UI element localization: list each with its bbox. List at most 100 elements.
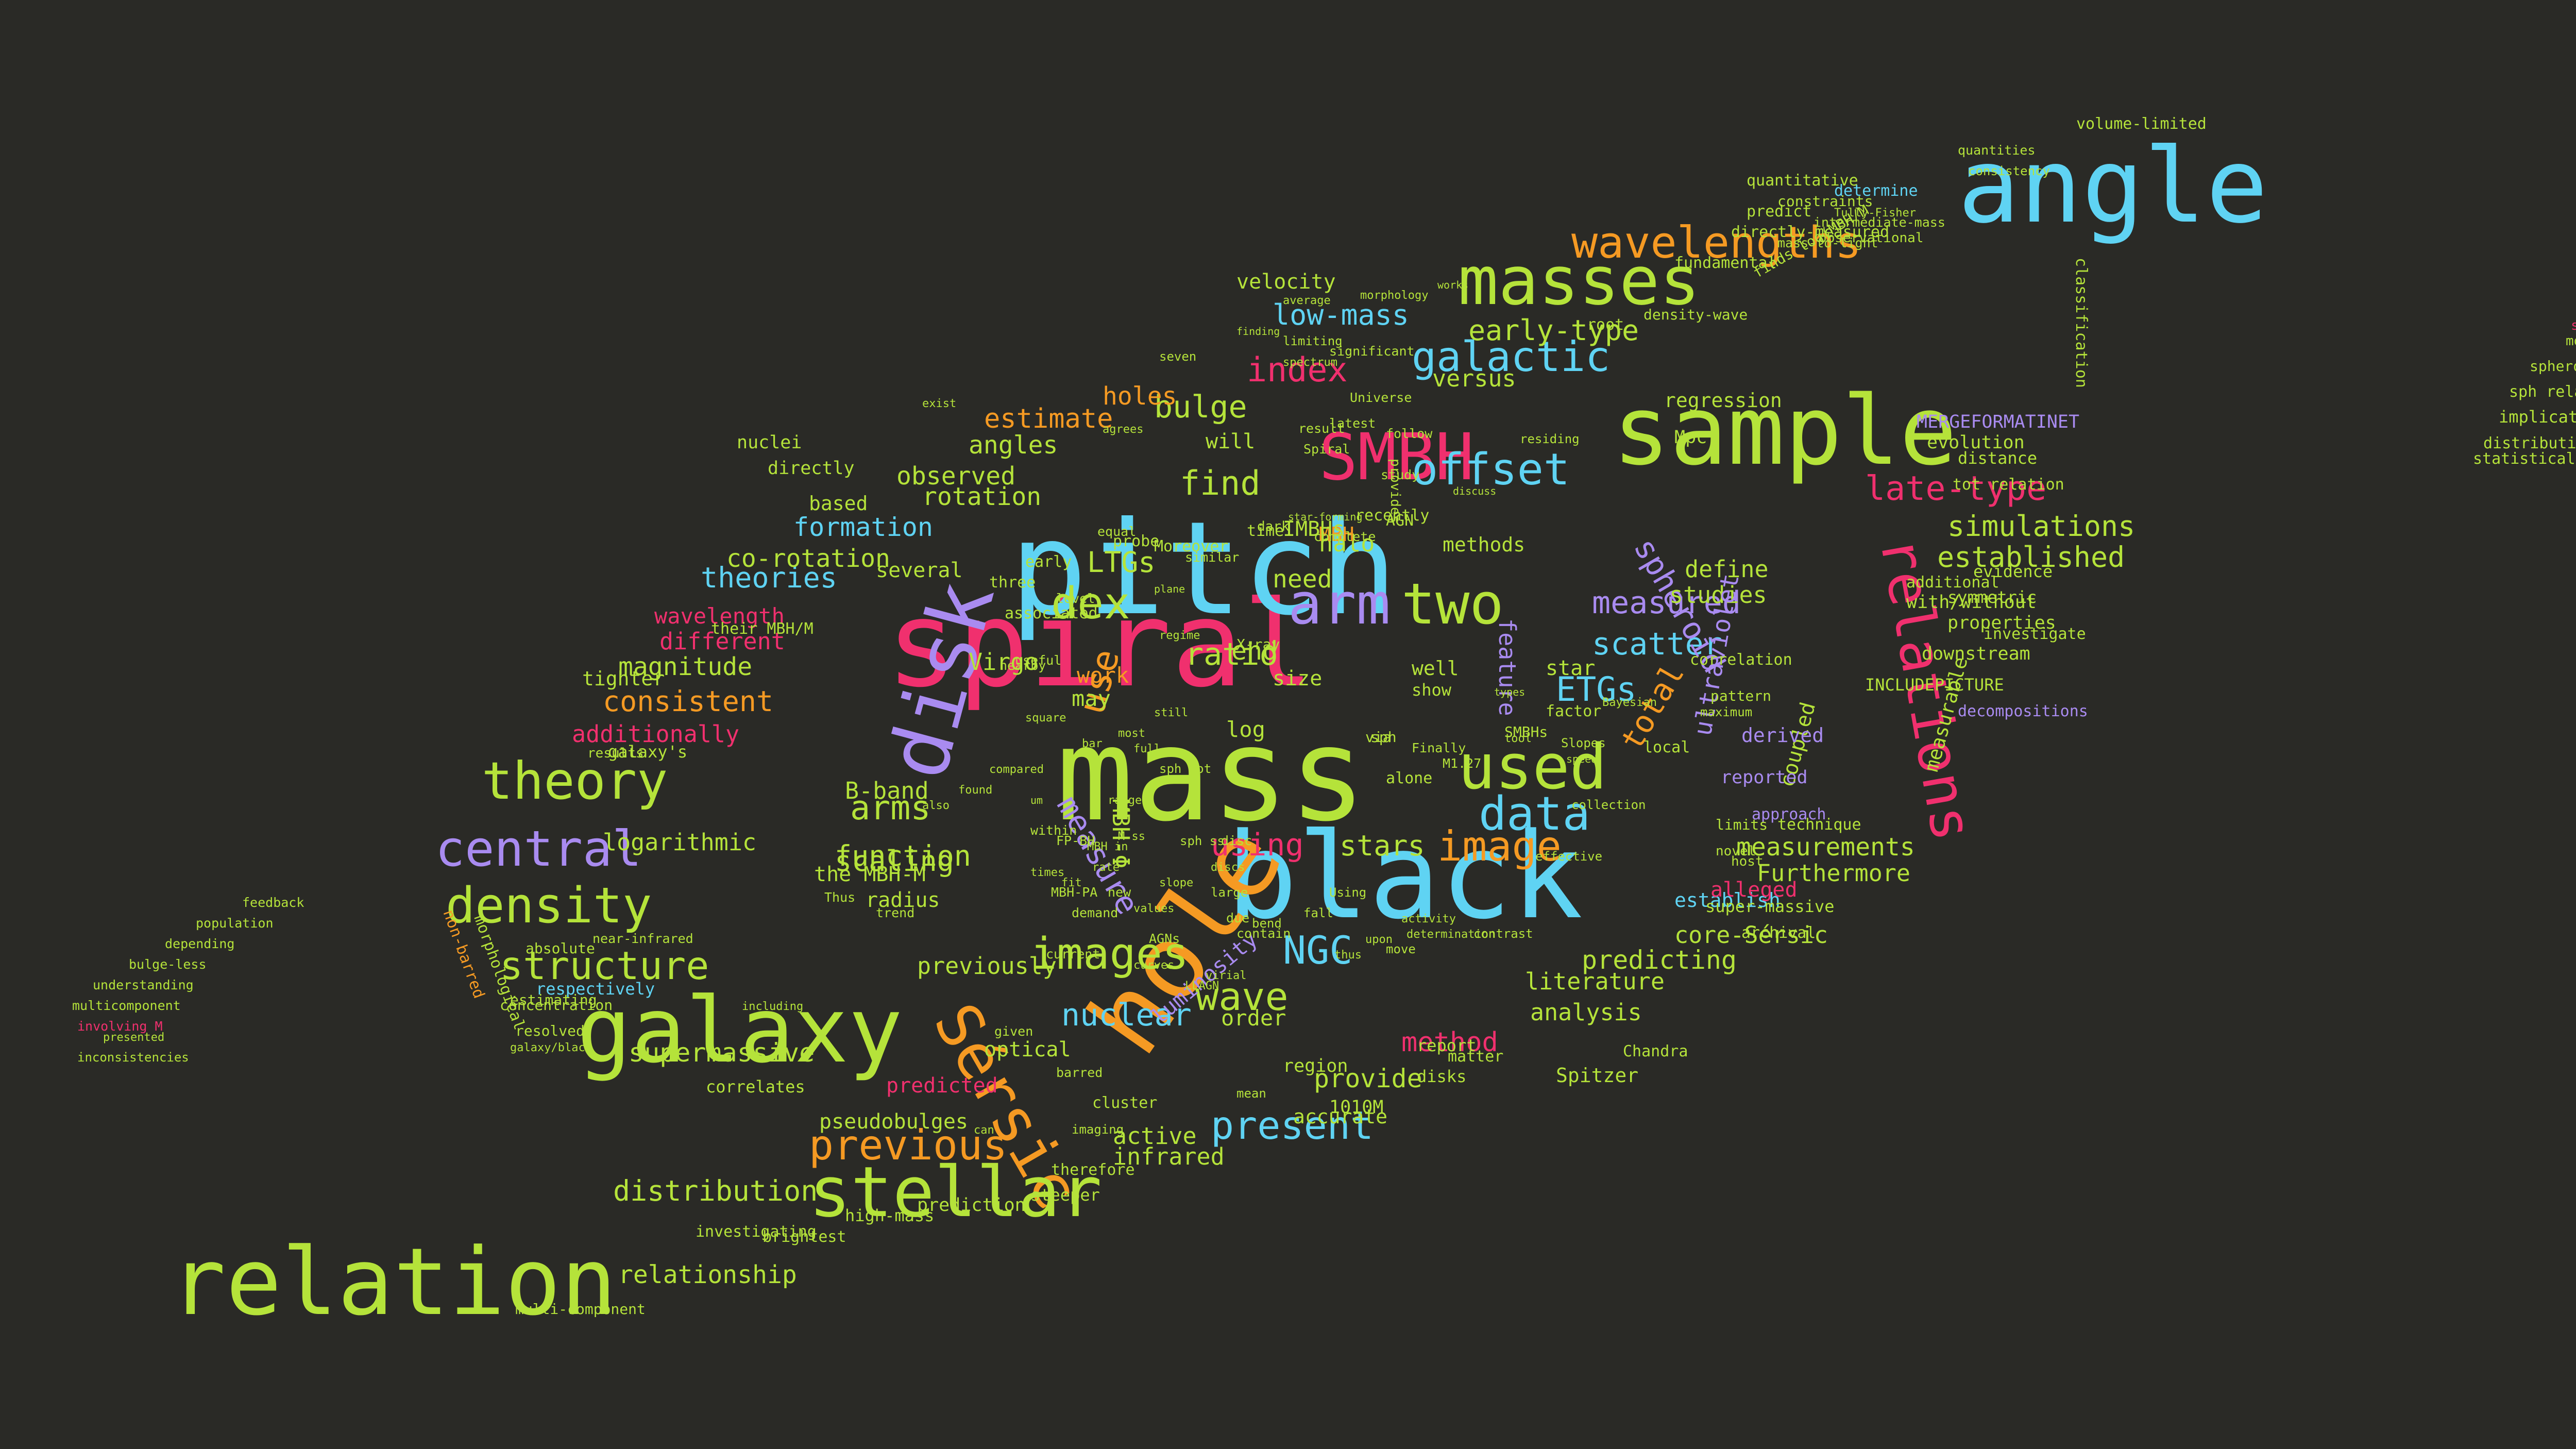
word-intermediate-mass: intermediate-mass [1814,215,1945,230]
word-determination: determination [1406,928,1495,941]
word-spectrum: spectrum [1283,356,1337,369]
word-structure: structure [500,943,709,988]
word-due: due [1226,911,1249,925]
word-virial: virial [1206,969,1246,982]
word-demand: demand [1072,905,1118,920]
word-furthermore: Furthermore [1757,860,1910,887]
word-determine: determine [1834,182,1918,200]
word-the-mbh-m: the MBH-M [814,863,926,886]
word-used: used [1458,732,1607,803]
word-established: established [1937,541,2125,574]
word-two: two [1401,571,1504,637]
word-properties: properties [1947,613,2056,633]
word-decompositions: decompositions [1958,702,2088,720]
word-evidence: evidence [1973,562,2053,581]
word-works: works [1437,279,1468,291]
word-technique: technique [1777,816,1861,834]
word-also: also [922,799,950,812]
word-feature: feature [1494,618,1521,716]
word-observational: observational [1819,230,1924,246]
word-large: large [1211,885,1248,900]
word-mass: mass [1056,700,1366,850]
word-disc: disc [1221,833,1252,848]
word-bar: bar [1082,737,1103,750]
word-directly-measured: directly-measured [1731,223,1889,241]
word-population: population [196,916,274,931]
word-fundamental: fundamental [1674,254,1777,272]
word-images: images [1030,929,1189,980]
word-inconsistencies: inconsistencies [77,1050,189,1065]
word-galaxy-black: galaxy/black [510,1041,592,1054]
word-work: work [1077,663,1129,688]
word-galaxy-s: galaxy's [608,742,687,762]
word-multi-component: multi-component [515,1301,646,1318]
word-dex: dex [1051,578,1130,629]
word-angle: angle [1958,126,2268,246]
word-alleged: alleged [1710,878,1798,902]
word-log: log [1226,717,1265,742]
word-low-mass: low-mass [1273,298,1409,331]
word-feedback: feedback [242,895,304,910]
word-density: density [446,878,652,934]
word-investigate: investigate [1984,625,2086,643]
word-constraints: constraints [1777,193,1873,210]
word-fall: fall [1303,906,1333,920]
word-halo: halo [1319,530,1375,557]
word-measured: measured [1592,585,1741,621]
word-curves: curves [1133,959,1174,972]
word-predicting: predicting [1582,945,1737,975]
word-moreover: Moreover [1154,537,1229,555]
word-new: new [1108,885,1131,900]
word-significant: significant [1329,344,1415,359]
word-results: results [587,746,644,761]
word-size: size [1273,667,1322,690]
word-associated: associated [1005,604,1098,622]
word-contrast: contrast [1473,926,1533,941]
word-optical: optical [984,1038,1071,1062]
word-collection: collection [1571,798,1646,812]
word-regression: regression [1664,389,1782,412]
word-effective: effective [1535,849,1602,864]
word-stars: stars [1340,829,1425,862]
word-mbh: MBH-Φ [1107,799,1134,868]
word-maximum: maximum [1700,705,1752,719]
word-report: report [1417,1036,1477,1055]
word-density-wave: density-wave [1643,306,1748,323]
word-absolute: absolute [526,940,595,957]
word-with-without: with/without [1906,592,2037,613]
word-seven: seven [1159,349,1196,364]
word-can: can [974,1124,994,1137]
word-square: square [1025,712,1066,724]
word-plane: plane [1154,583,1185,595]
word-result: result [1298,421,1345,436]
word-m1-27: M1.27 [1443,756,1481,771]
word-residing: residing [1520,432,1580,446]
word-distribution: distribution [613,1174,818,1207]
word-depending: depending [165,936,234,951]
word-symmetric: symmetric [1947,587,2037,607]
word-versus: versus [1432,365,1516,392]
word-ratio: ratio [1185,636,1278,672]
word-rotation: rotation [922,482,1041,511]
word-previously: previously [917,952,1057,980]
word-given: given [994,1024,1033,1039]
word-root: root [1587,316,1624,334]
word-near-infrared: near-infrared [592,931,693,946]
word-ngc: NGC [1283,928,1352,973]
word-relation: relation [170,1228,617,1336]
word-radius: radius [866,888,940,912]
word-agns: AGNs [1149,931,1180,946]
word-cluster: cluster [1092,1094,1157,1112]
word-distance: distance [1958,448,2037,468]
word-early-type: early-type [1468,314,1639,347]
word-complete: complete [1314,529,1376,544]
word-dark: dark [1257,519,1290,534]
word-star-forming: star-forming [1288,511,1363,523]
word-therefore: therefore [1051,1161,1135,1179]
word-spiral: spiral [886,576,1314,714]
word-local: local [1643,738,1690,756]
word-mbh: MBH [1319,523,1354,546]
word-pitch: pitch [1010,494,1398,644]
word-agrees: agrees [1103,423,1143,436]
